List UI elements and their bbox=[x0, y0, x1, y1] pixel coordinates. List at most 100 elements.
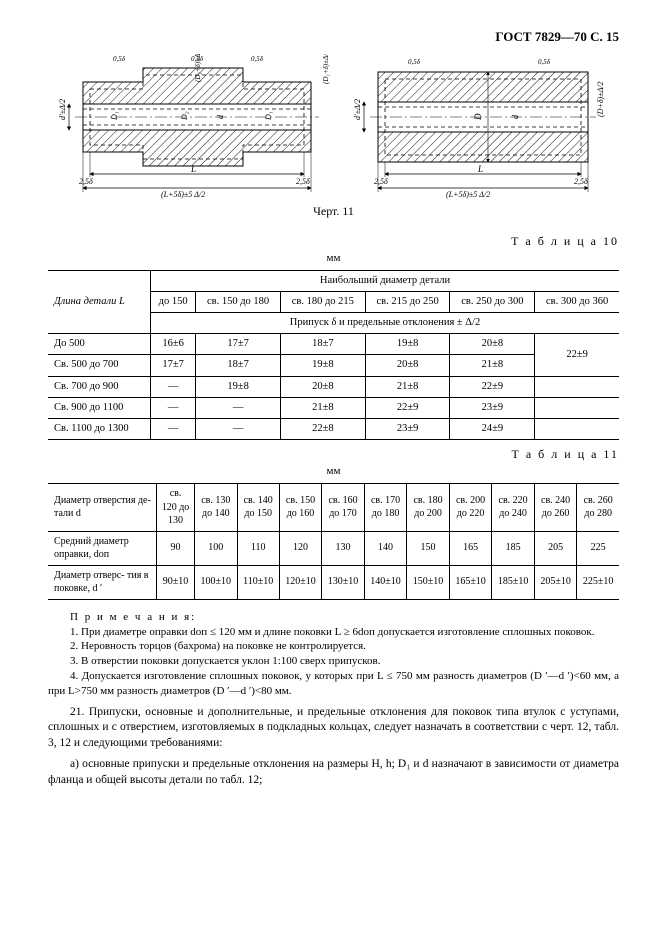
svg-text:(D₁+δ)±Δ/2: (D₁+δ)±Δ/2 bbox=[322, 54, 330, 84]
svg-text:D₁: D₁ bbox=[264, 111, 273, 121]
t10-r3-c2: 21±8 bbox=[280, 397, 365, 418]
svg-text:(L+5δ)±5 Δ/2: (L+5δ)±5 Δ/2 bbox=[446, 190, 490, 199]
t10-r4-c3: 23±9 bbox=[365, 418, 450, 439]
t10-r0-c3: 19±8 bbox=[365, 334, 450, 355]
t10-r0-label: До 500 bbox=[48, 334, 151, 355]
table10-unit: мм bbox=[48, 251, 619, 266]
figure-caption: Черт. 11 bbox=[48, 203, 619, 219]
svg-text:0,5δ: 0,5δ bbox=[113, 55, 126, 63]
t11-r2-c9: 205 bbox=[534, 531, 577, 565]
t11-r2-label: Средний диаметр оправки, dоп bbox=[48, 531, 157, 565]
t11-r2-c10: 225 bbox=[577, 531, 619, 565]
t11-r2-c1: 100 bbox=[195, 531, 238, 565]
svg-text:(D+δ)±Δ/2: (D+δ)±Δ/2 bbox=[596, 81, 605, 117]
t10-r1-c3: 20±8 bbox=[365, 355, 450, 376]
t10-r4-c1: — bbox=[196, 418, 281, 439]
svg-text:d′±Δ/2: d′±Δ/2 bbox=[353, 98, 362, 119]
svg-text:d: d bbox=[216, 114, 225, 119]
t10-r2-c1: 19±8 bbox=[196, 376, 281, 397]
t10-r1-label: Св. 500 до 700 bbox=[48, 355, 151, 376]
t10-colhead-main: Наибольший диаметр детали bbox=[151, 270, 620, 291]
t11-rowhead-label: Диаметр отверстия де- тали d bbox=[48, 484, 157, 532]
t11-r2-c8: 185 bbox=[492, 531, 535, 565]
t11-r3-c9: 205±10 bbox=[534, 565, 577, 599]
t11-r2-c2: 110 bbox=[237, 531, 279, 565]
t10-rowhead-label: Длина детали L bbox=[48, 270, 151, 334]
t10-r2-c5 bbox=[535, 376, 619, 397]
t10-r3-c0: — bbox=[151, 397, 196, 418]
table11-label: Т а б л и ц а 11 bbox=[48, 446, 619, 462]
t10-r0-c5: 22±9 bbox=[535, 334, 619, 376]
t11-col-5: св. 170 до 180 bbox=[364, 484, 407, 532]
svg-text:2,5δ: 2,5δ bbox=[79, 177, 93, 186]
t10-r2-label: Св. 700 до 900 bbox=[48, 376, 151, 397]
t10-r3-c5 bbox=[535, 397, 619, 418]
t11-r3-c8: 185±10 bbox=[492, 565, 535, 599]
t11-r3-c7: 165±10 bbox=[449, 565, 492, 599]
t11-r3-c1: 100±10 bbox=[195, 565, 238, 599]
svg-text:D₂: D₂ bbox=[180, 111, 189, 121]
t11-r3-c3: 120±10 bbox=[279, 565, 322, 599]
t10-r4-label: Св. 1100 до 1300 bbox=[48, 418, 151, 439]
svg-text:2,5δ: 2,5δ bbox=[574, 177, 588, 186]
t10-r2-c3: 21±8 bbox=[365, 376, 450, 397]
t11-col-10: св. 260 до 280 bbox=[577, 484, 619, 532]
svg-text:0,5δ: 0,5δ bbox=[408, 58, 421, 66]
t11-col-1: св. 130 до 140 bbox=[195, 484, 238, 532]
t11-r3-label: Диаметр отверс- тия в поковке, d ′ bbox=[48, 565, 157, 599]
t11-r2-c6: 150 bbox=[407, 531, 450, 565]
t10-r3-label: Св. 900 до 1100 bbox=[48, 397, 151, 418]
t11-r3-c0: 90±10 bbox=[157, 565, 195, 599]
svg-text:0,5δ: 0,5δ bbox=[251, 55, 264, 63]
t11-col-6: св. 180 до 200 bbox=[407, 484, 450, 532]
t10-r0-c4: 20±8 bbox=[450, 334, 535, 355]
t10-r2-c2: 20±8 bbox=[280, 376, 365, 397]
t10-col-4: св. 250 до 300 bbox=[450, 291, 535, 312]
t11-col-0: св. 120 до 130 bbox=[157, 484, 195, 532]
t11-r3-c5: 140±10 bbox=[364, 565, 407, 599]
t11-col-3: св. 150 до 160 bbox=[279, 484, 322, 532]
page-header: ГОСТ 7829—70 С. 15 bbox=[48, 28, 619, 46]
table11-unit: мм bbox=[48, 464, 619, 479]
svg-text:0,5δ: 0,5δ bbox=[191, 55, 204, 63]
t10-r4-c2: 22±8 bbox=[280, 418, 365, 439]
note-3: 3. В отверстии поковки допускается уклон… bbox=[48, 654, 619, 669]
note-1: 1. При диаметре оправки dоп ≤ 120 мм и д… bbox=[48, 625, 619, 640]
t10-col-5: св. 300 до 360 bbox=[535, 291, 619, 312]
t11-r3-c6: 150±10 bbox=[407, 565, 450, 599]
t10-col-0: до 150 bbox=[151, 291, 196, 312]
t11-r3-c2: 110±10 bbox=[237, 565, 279, 599]
svg-text:d: d bbox=[511, 114, 520, 119]
t11-col-9: св. 240 до 260 bbox=[534, 484, 577, 532]
note-2: 2. Неровность торцов (бахрома) на поковк… bbox=[48, 639, 619, 654]
t10-r1-c2: 19±8 bbox=[280, 355, 365, 376]
t11-col-4: св. 160 до 170 bbox=[322, 484, 365, 532]
t11-col-8: св. 220 до 240 bbox=[492, 484, 535, 532]
t10-r0-c2: 18±7 bbox=[280, 334, 365, 355]
t10-r2-c0: — bbox=[151, 376, 196, 397]
t10-r1-c4: 21±8 bbox=[450, 355, 535, 376]
drawing-chert-11: d′±Δ/2 0,5δ (D₂+δ)±Δ/2 0,5δ 0,5δ (D₁+δ)±… bbox=[48, 54, 619, 199]
t10-r4-c4: 24±9 bbox=[450, 418, 535, 439]
t10-r1-c0: 17±7 bbox=[151, 355, 196, 376]
table-10: Длина детали L Наибольший диаметр детали… bbox=[48, 270, 619, 440]
t11-col-2: св. 140 до 150 bbox=[237, 484, 279, 532]
t11-r2-c5: 140 bbox=[364, 531, 407, 565]
svg-text:d′±Δ/2: d′±Δ/2 bbox=[58, 98, 67, 119]
t10-r3-c3: 22±9 bbox=[365, 397, 450, 418]
svg-text:0,5δ: 0,5δ bbox=[538, 58, 551, 66]
t11-r2-c4: 130 bbox=[322, 531, 365, 565]
para-21a: а) основные припуски и предельные отклон… bbox=[48, 757, 619, 788]
svg-text:(L+5δ)±5 Δ/2: (L+5δ)±5 Δ/2 bbox=[161, 190, 205, 199]
t10-col-3: св. 215 до 250 bbox=[365, 291, 450, 312]
svg-text:2,5δ: 2,5δ bbox=[374, 177, 388, 186]
t10-r2-c4: 22±9 bbox=[450, 376, 535, 397]
t10-r1-c1: 18±7 bbox=[196, 355, 281, 376]
svg-text:L: L bbox=[477, 164, 483, 174]
t10-r0-c0: 16±6 bbox=[151, 334, 196, 355]
t11-r2-c3: 120 bbox=[279, 531, 322, 565]
t11-r3-c10: 225±10 bbox=[577, 565, 619, 599]
t10-col-1: св. 150 до 180 bbox=[196, 291, 281, 312]
note-4: 4. Допускается изготовление сплошных пок… bbox=[48, 669, 619, 699]
svg-text:L: L bbox=[190, 164, 196, 174]
